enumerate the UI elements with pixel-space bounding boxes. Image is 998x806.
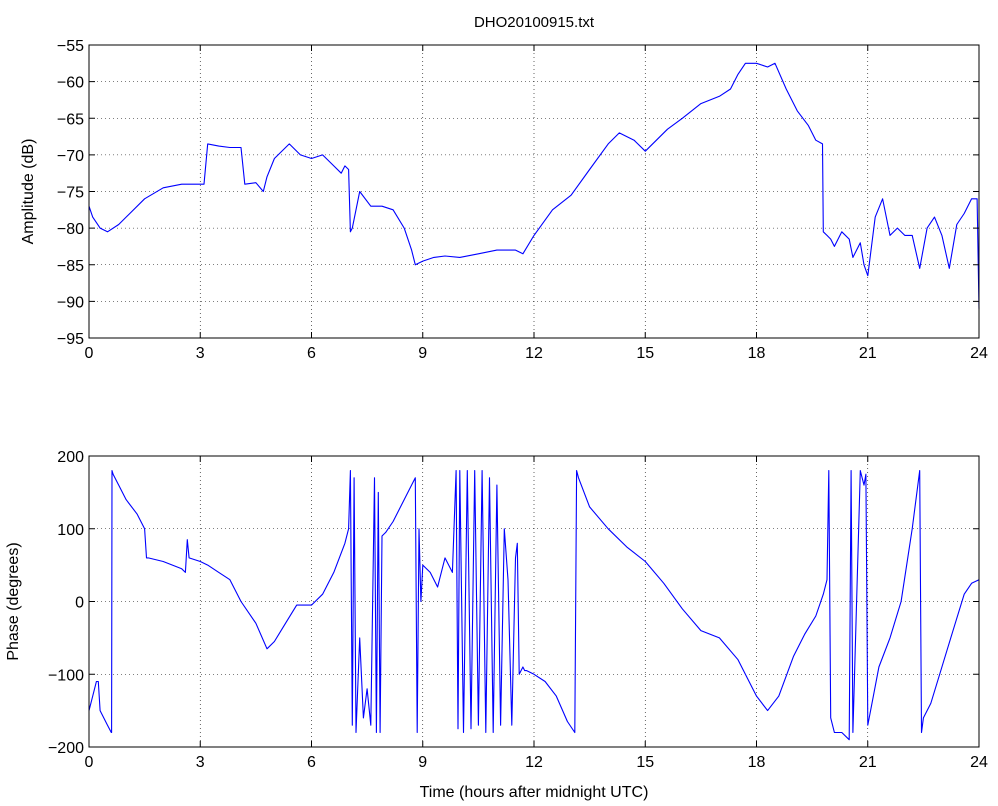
phase-x-tick-label: 24 [970,754,988,771]
amplitude-x-tick-label: 12 [525,345,543,362]
amplitude-y-tick-label: −75 [57,185,84,202]
phase-x-tick-label: 3 [196,754,205,771]
phase-x-tick-label: 21 [859,754,877,771]
phase-y-tick-label: −100 [48,667,84,684]
phase-y-tick-label: 200 [57,449,84,466]
amplitude-y-tick-label: −95 [57,331,84,348]
chart-title: DHO20100915.txt [474,14,595,31]
phase-x-tick-label: 18 [748,754,766,771]
amplitude-grid [89,45,979,338]
amplitude-series-line [88,62,980,309]
phase-ticks: 0 3 6 9 12 15 18 21 24 −200 −100 0 100 200 [48,449,988,771]
phase-y-tick-label: 0 [75,595,84,612]
amplitude-y-tick-label: −85 [57,258,84,275]
phase-x-tick-label: 15 [636,754,654,771]
amplitude-y-tick-label: −55 [57,38,84,55]
phase-y-axis-label: Phase (degrees) [5,542,22,660]
amplitude-x-tick-label: 9 [418,345,427,362]
phase-panel: 0 3 6 9 12 15 18 21 24 −200 −100 0 100 200 Phase (deg… [5,449,988,801]
amplitude-x-tick-label: 15 [636,345,654,362]
phase-x-tick-label: 0 [85,754,94,771]
amplitude-y-tick-label: −60 [57,75,84,92]
phase-x-tick-label: 12 [525,754,543,771]
phase-series-line [88,470,980,741]
phase-x-tick-label: 6 [307,754,316,771]
amplitude-y-tick-label: −90 [57,294,84,311]
amplitude-ticks: 0 3 6 9 12 15 18 21 24 −95 −90 −85 −80 −75 −70 −65 −60 −5… [57,38,988,362]
amplitude-x-tick-label: 0 [85,345,94,362]
phase-y-tick-label: 100 [57,522,84,539]
amplitude-x-tick-label: 6 [307,345,316,362]
phase-x-axis-label: Time (hours after midnight UTC) [420,784,649,801]
amplitude-y-axis-label: Amplitude (dB) [20,139,37,245]
amplitude-x-tick-label: 24 [970,345,988,362]
amplitude-x-tick-label: 18 [748,345,766,362]
amplitude-x-tick-label: 3 [196,345,205,362]
phase-x-tick-label: 9 [418,754,427,771]
amplitude-x-tick-label: 21 [859,345,877,362]
amplitude-y-tick-label: −80 [57,221,84,238]
phase-y-tick-label: −200 [48,740,84,757]
amplitude-y-tick-label: −65 [57,111,84,128]
amplitude-panel: 0 3 6 9 12 15 18 21 24 −95 −90 −85 −80 −75 −70 −65 −60 −5… [20,38,988,362]
amplitude-y-tick-label: −70 [57,148,84,165]
